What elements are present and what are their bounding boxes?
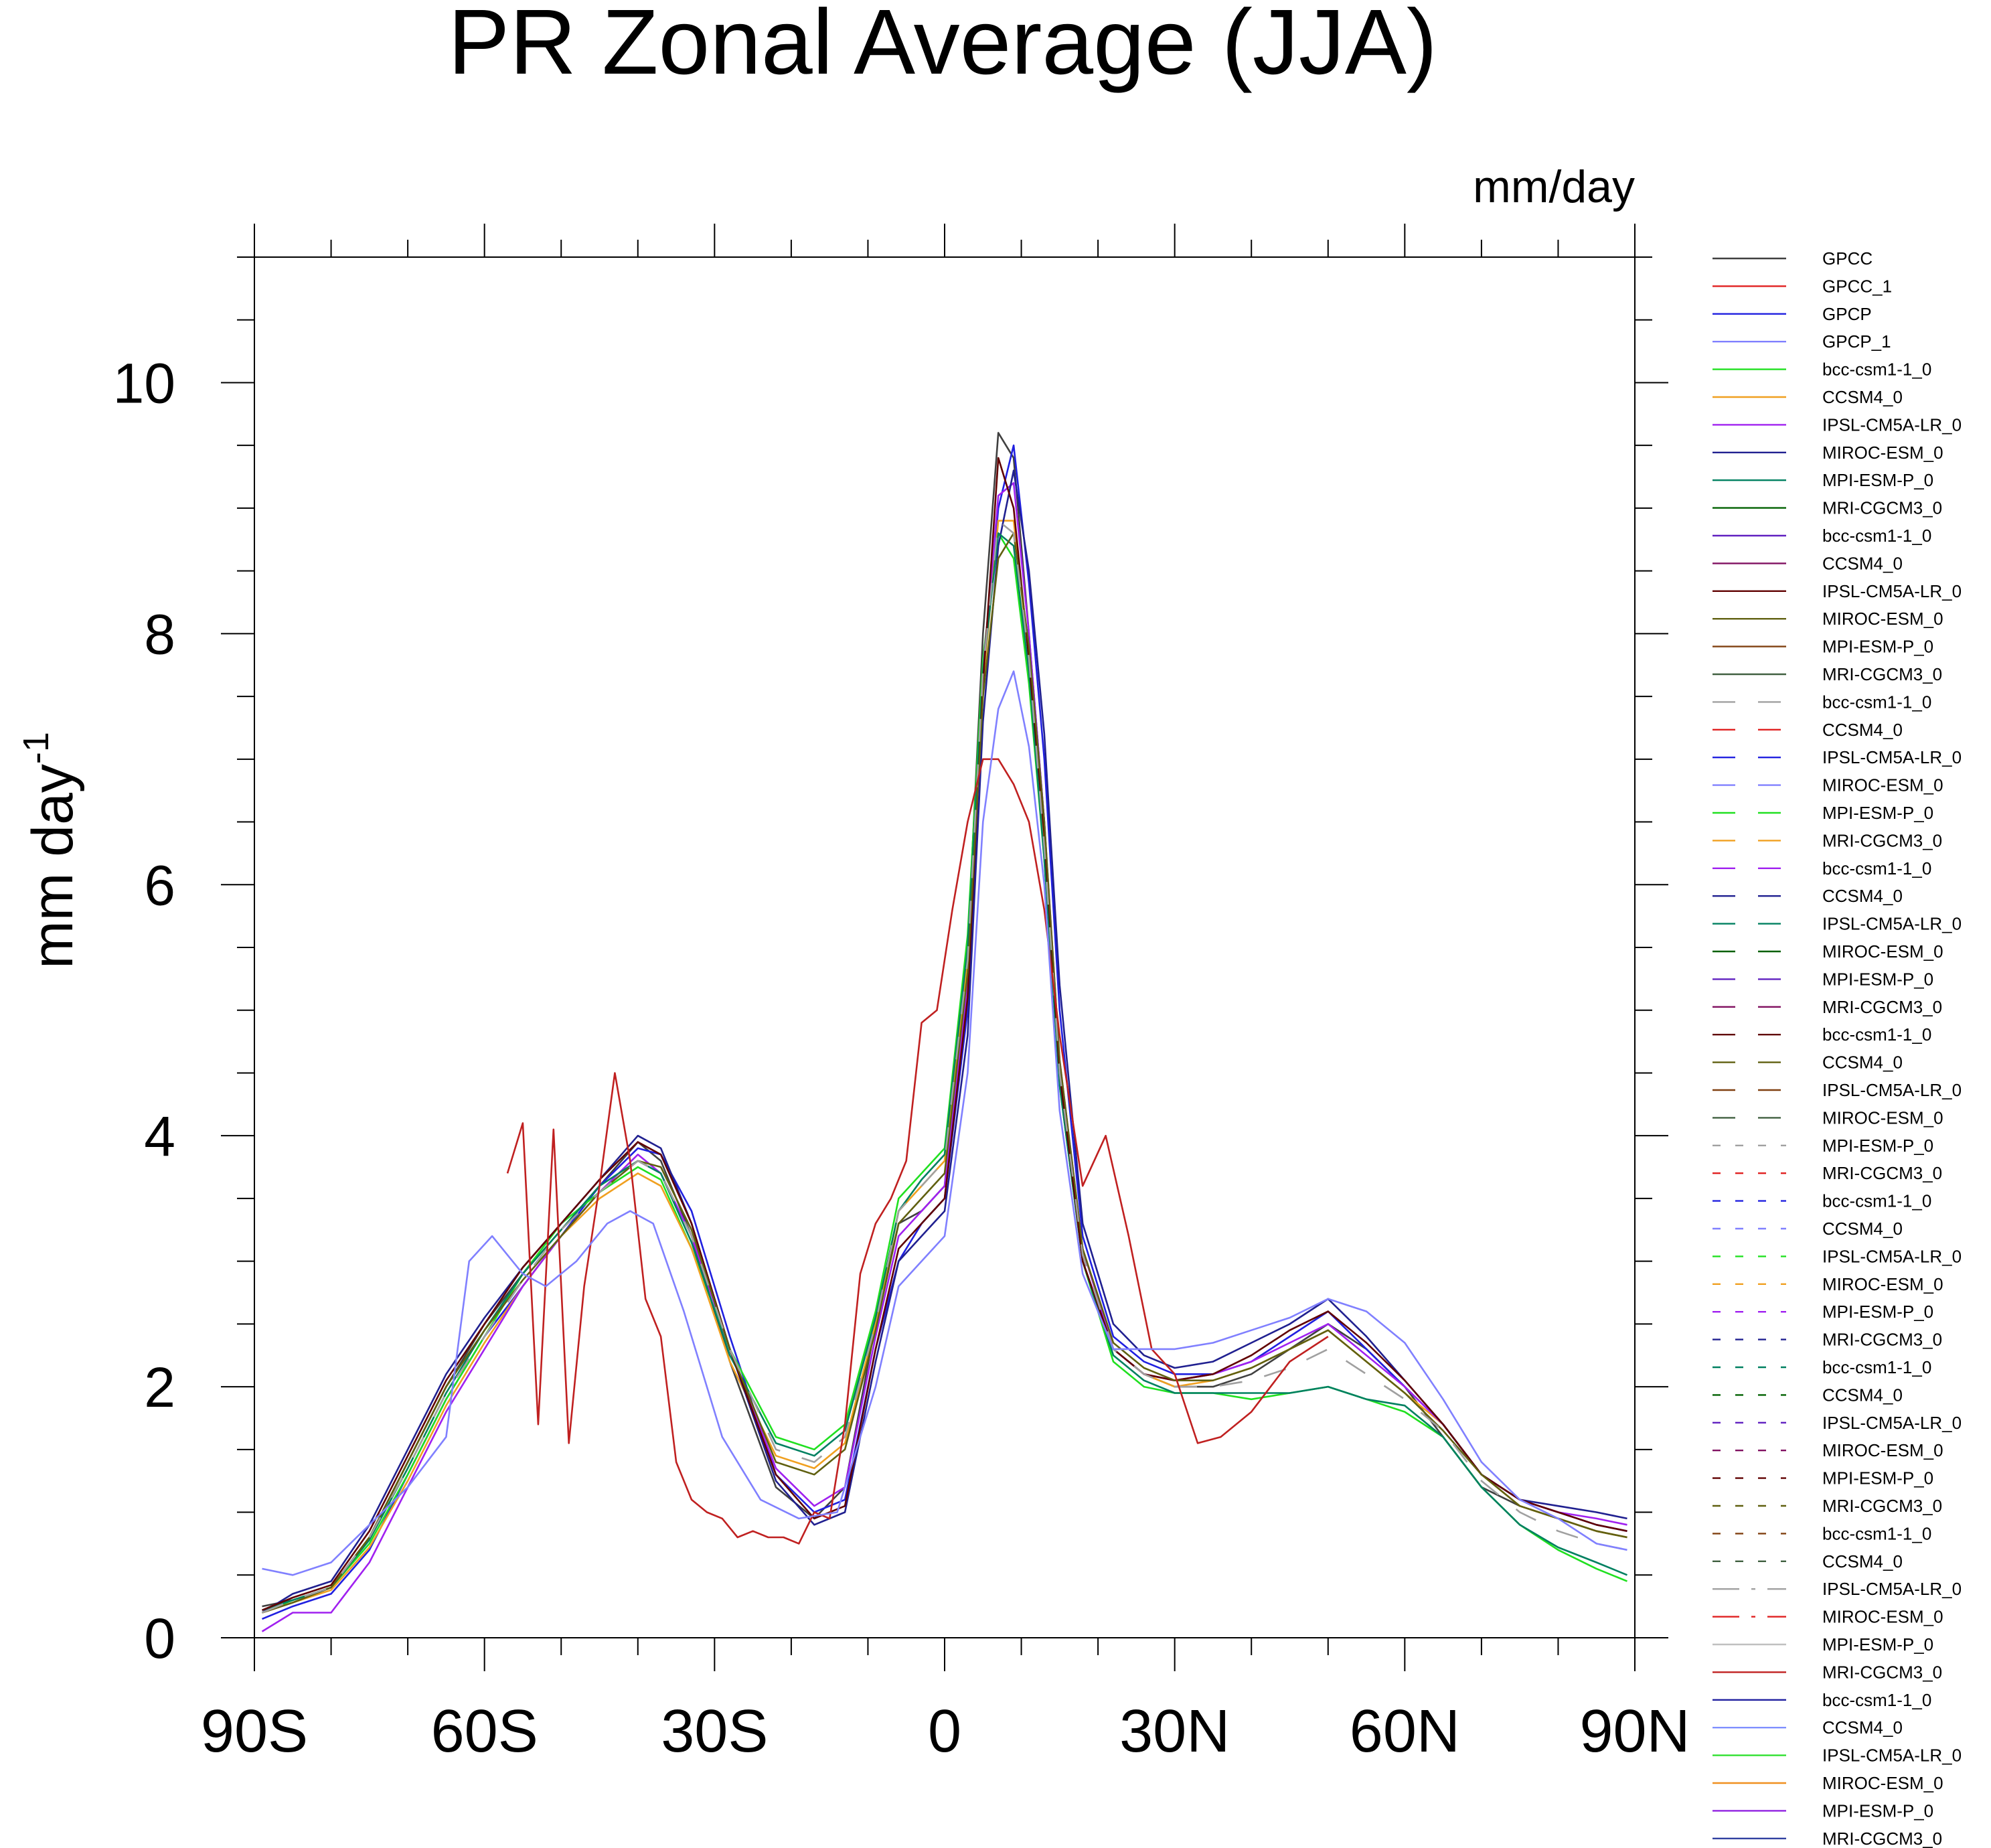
legend-label: MIROC-ESM_0 xyxy=(1822,941,1943,961)
y-tick-label: 2 xyxy=(144,1356,175,1419)
legend-label: IPSL-CM5A-LR_0 xyxy=(1822,1246,1962,1266)
series-line xyxy=(261,482,1627,1632)
legend-label: CCSM4_0 xyxy=(1822,553,1903,573)
series-line xyxy=(506,758,1329,1545)
legend-label: MPI-ESM-P_0 xyxy=(1822,803,1933,823)
legend-label: MRI-CGCM3_0 xyxy=(1822,830,1942,850)
legend-label: GPCC_1 xyxy=(1822,276,1892,296)
legend-label: CCSM4_0 xyxy=(1822,387,1903,407)
x-tick-label: 0 xyxy=(928,1698,961,1765)
x-tick-label: 90S xyxy=(201,1698,308,1765)
legend-label: CCSM4_0 xyxy=(1822,1219,1903,1239)
legend-label: MIROC-ESM_0 xyxy=(1822,1607,1943,1627)
legend-label: MPI-ESM-P_0 xyxy=(1822,969,1933,989)
legend-label: bcc-csm1-1_0 xyxy=(1822,360,1931,380)
legend-label: MIROC-ESM_0 xyxy=(1822,1107,1943,1128)
legend-label: MPI-ESM-P_0 xyxy=(1822,637,1933,657)
series-line xyxy=(261,469,1627,1614)
y-axis-label: mm day-1 xyxy=(16,732,85,969)
legend-label: MIROC-ESM_0 xyxy=(1822,775,1943,795)
plot-frame xyxy=(254,256,1636,1638)
legend-label: MRI-CGCM3_0 xyxy=(1822,1330,1942,1350)
legend-label: MRI-CGCM3_0 xyxy=(1822,1662,1942,1682)
series-line xyxy=(262,457,1627,1612)
legend-label: IPSL-CM5A-LR_0 xyxy=(1822,581,1962,601)
x-tick-label: 60N xyxy=(1350,1698,1460,1765)
legend-label: MRI-CGCM3_0 xyxy=(1822,1829,1942,1848)
legend-label: CCSM4_0 xyxy=(1822,1385,1903,1405)
data-series xyxy=(261,432,1627,1632)
legend-label: MIROC-ESM_0 xyxy=(1822,1274,1943,1294)
legend-label: MIROC-ESM_0 xyxy=(1822,609,1943,629)
legend-label: bcc-csm1-1_0 xyxy=(1822,692,1931,712)
legend-label: CCSM4_0 xyxy=(1822,720,1903,740)
units-label: mm/day xyxy=(1473,161,1635,212)
legend-label: MRI-CGCM3_0 xyxy=(1822,498,1942,518)
legend-label: bcc-csm1-1_0 xyxy=(1822,1191,1931,1211)
x-tick-label: 60S xyxy=(431,1698,538,1765)
legend-label: MPI-ESM-P_0 xyxy=(1822,1468,1933,1488)
legend-label: MIROC-ESM_0 xyxy=(1822,1440,1943,1460)
legend-label: MPI-ESM-P_0 xyxy=(1822,470,1933,490)
series-line xyxy=(262,520,1627,1614)
legend-label: IPSL-CM5A-LR_0 xyxy=(1822,914,1962,934)
legend-label: bcc-csm1-1_0 xyxy=(1822,1024,1931,1045)
y-tick-label: 4 xyxy=(144,1105,175,1168)
legend-label: MPI-ESM-P_0 xyxy=(1822,1634,1933,1654)
chart-title: PR Zonal Average (JJA) xyxy=(448,0,1437,94)
legend-label: MIROC-ESM_0 xyxy=(1822,443,1943,463)
legend-label: MRI-CGCM3_0 xyxy=(1822,1163,1942,1183)
legend-label: MRI-CGCM3_0 xyxy=(1822,664,1942,684)
series-line xyxy=(262,520,1627,1614)
legend-label: GPCP_1 xyxy=(1822,331,1891,352)
series-line xyxy=(262,444,1627,1620)
legend-label: bcc-csm1-1_0 xyxy=(1822,1690,1931,1710)
series-line xyxy=(262,670,1627,1576)
y-axis-label-text: mm day xyxy=(21,764,85,969)
y-tick-label: 8 xyxy=(144,603,175,666)
x-tick-label: 30S xyxy=(661,1698,768,1765)
legend-label: IPSL-CM5A-LR_0 xyxy=(1822,414,1962,435)
y-tick-label: 10 xyxy=(113,352,175,414)
x-tick-label: 30N xyxy=(1119,1698,1230,1765)
legend-label: MPI-ESM-P_0 xyxy=(1822,1302,1933,1322)
legend-label: CCSM4_0 xyxy=(1822,1053,1903,1073)
legend-label: MPI-ESM-P_0 xyxy=(1822,1800,1933,1821)
legend-label: bcc-csm1-1_0 xyxy=(1822,1523,1931,1543)
series-line xyxy=(262,532,1627,1614)
tick-marks xyxy=(221,224,1668,1671)
legend-label: CCSM4_0 xyxy=(1822,1717,1903,1738)
legend-label: MIROC-ESM_0 xyxy=(1822,1773,1943,1793)
legend-label: MRI-CGCM3_0 xyxy=(1822,997,1942,1017)
legend: GPCC GPCC_1 GPCP GPCP_1 bcc-csm1-1_0 CCSM4_0 I… xyxy=(1713,248,1962,1848)
legend-label: IPSL-CM5A-LR_0 xyxy=(1822,1413,1962,1433)
series-line xyxy=(262,532,1627,1614)
legend-label: MRI-CGCM3_0 xyxy=(1822,1496,1942,1516)
legend-label: bcc-csm1-1_0 xyxy=(1822,1357,1931,1377)
x-tick-label: 90N xyxy=(1579,1698,1690,1765)
legend-label: IPSL-CM5A-LR_0 xyxy=(1822,747,1962,767)
legend-label: GPCC xyxy=(1822,248,1873,268)
legend-label: bcc-csm1-1_0 xyxy=(1822,858,1931,878)
y-axis-label-superscript: -1 xyxy=(16,732,56,764)
y-tick-label: 0 xyxy=(144,1607,175,1670)
y-tick-label: 6 xyxy=(144,854,175,917)
legend-label: CCSM4_0 xyxy=(1822,886,1903,906)
legend-label: GPCP xyxy=(1822,304,1872,324)
series-line xyxy=(262,532,1627,1612)
legend-label: IPSL-CM5A-LR_0 xyxy=(1822,1080,1962,1100)
legend-label: IPSL-CM5A-LR_0 xyxy=(1822,1579,1962,1599)
axis-tick-labels: 90S 60S 30S 0 30N 60N 90N 0 2 4 6 8 10 xyxy=(113,352,1690,1765)
legend-label: CCSM4_0 xyxy=(1822,1551,1903,1571)
series-line xyxy=(262,432,1627,1608)
legend-label: MPI-ESM-P_0 xyxy=(1822,1136,1933,1156)
legend-label: IPSL-CM5A-LR_0 xyxy=(1822,1746,1962,1766)
legend-label: bcc-csm1-1_0 xyxy=(1822,526,1931,546)
